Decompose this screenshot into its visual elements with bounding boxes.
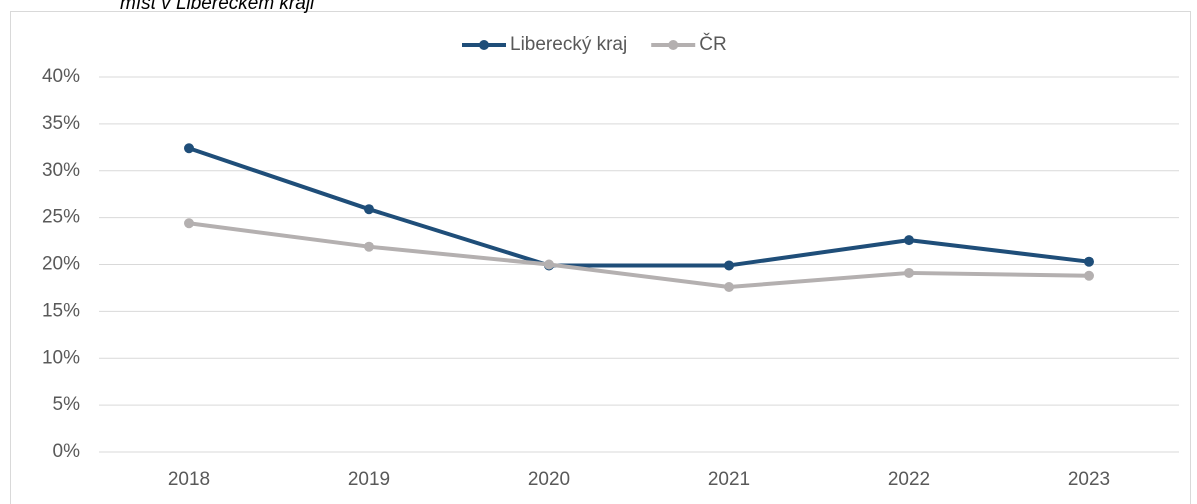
data-point (724, 282, 734, 292)
series-line (188, 221, 1090, 289)
y-tick-label: 10% (42, 347, 80, 368)
data-point (904, 235, 914, 246)
legend-marker (479, 40, 489, 50)
y-tick-label: 15% (42, 300, 80, 321)
data-point (364, 241, 374, 252)
y-tick-label: 0% (53, 441, 81, 462)
y-tick-label: 25% (42, 207, 80, 228)
legend-label: ČR (699, 33, 726, 55)
y-tick-label: 20% (42, 254, 80, 275)
legend-label: Liberecký kraj (510, 34, 627, 55)
data-point (1084, 270, 1094, 281)
chart-title: míst v Libereckém kraji (120, 0, 315, 14)
data-point (904, 267, 914, 278)
series-line (188, 146, 1090, 268)
data-point (544, 259, 554, 270)
y-tick-label: 5% (53, 394, 81, 415)
chart-frame (10, 11, 1191, 504)
data-point (1084, 256, 1094, 267)
data-point (724, 260, 734, 271)
x-tick-label: 2023 (1068, 469, 1110, 490)
x-tick-label: 2021 (708, 469, 750, 490)
y-tick-label: 30% (42, 160, 80, 181)
data-point (184, 143, 194, 154)
x-tick-label: 2019 (348, 469, 390, 490)
x-tick-label: 2022 (888, 469, 930, 490)
y-tick-label: 40% (42, 66, 80, 87)
data-point (184, 218, 194, 229)
x-tick-label: 2020 (528, 469, 570, 490)
y-tick-label: 35% (42, 113, 80, 134)
legend-marker (668, 40, 679, 50)
x-tick-label: 2018 (168, 469, 210, 490)
data-point (364, 204, 374, 215)
